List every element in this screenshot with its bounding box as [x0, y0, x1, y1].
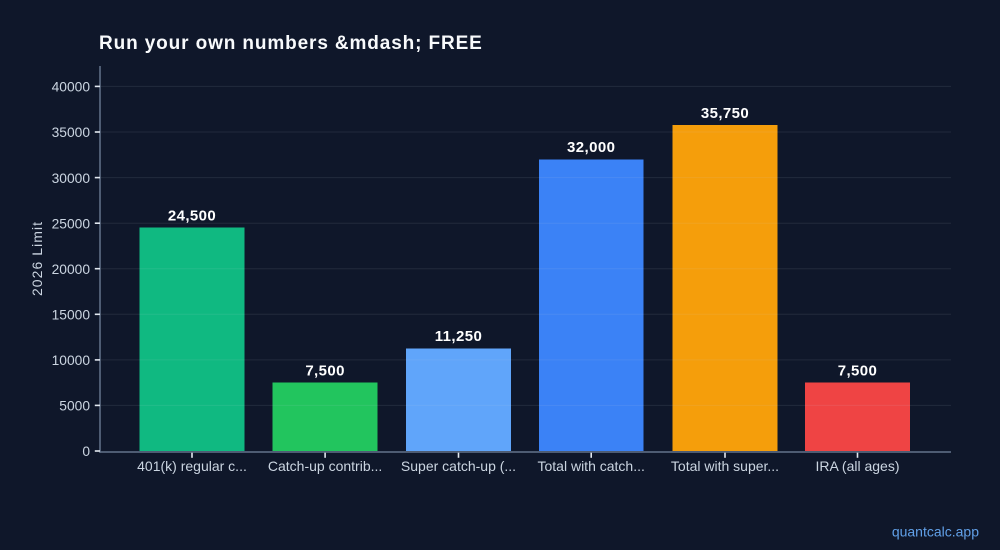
svg-text:25000: 25000: [52, 216, 91, 231]
svg-text:35,750: 35,750: [701, 105, 749, 122]
svg-text:0: 0: [82, 444, 90, 459]
svg-text:quantcalc.app: quantcalc.app: [892, 524, 979, 540]
svg-text:35000: 35000: [52, 125, 91, 140]
svg-text:401(k) regular c...: 401(k) regular c...: [137, 458, 247, 474]
svg-text:Total with super...: Total with super...: [671, 458, 779, 474]
svg-text:7,500: 7,500: [305, 362, 345, 379]
svg-text:11,250: 11,250: [435, 328, 482, 345]
svg-text:15000: 15000: [52, 308, 91, 323]
svg-text:30000: 30000: [52, 171, 91, 186]
svg-text:2026 Limit: 2026 Limit: [29, 221, 45, 296]
svg-text:32,000: 32,000: [567, 139, 615, 156]
svg-text:24,500: 24,500: [168, 208, 216, 225]
svg-text:IRA (all ages): IRA (all ages): [815, 458, 899, 474]
svg-text:7,500: 7,500: [838, 362, 878, 379]
svg-text:5000: 5000: [59, 399, 90, 414]
svg-text:20000: 20000: [52, 262, 91, 277]
svg-text:Total with catch...: Total with catch...: [538, 458, 645, 474]
svg-text:Super catch-up (...: Super catch-up (...: [401, 458, 516, 474]
svg-text:10000: 10000: [52, 353, 91, 368]
svg-text:Run your own numbers &mdash; F: Run your own numbers &mdash; FREE: [99, 33, 483, 54]
svg-text:Catch-up contrib...: Catch-up contrib...: [268, 458, 382, 474]
svg-text:40000: 40000: [52, 80, 91, 95]
